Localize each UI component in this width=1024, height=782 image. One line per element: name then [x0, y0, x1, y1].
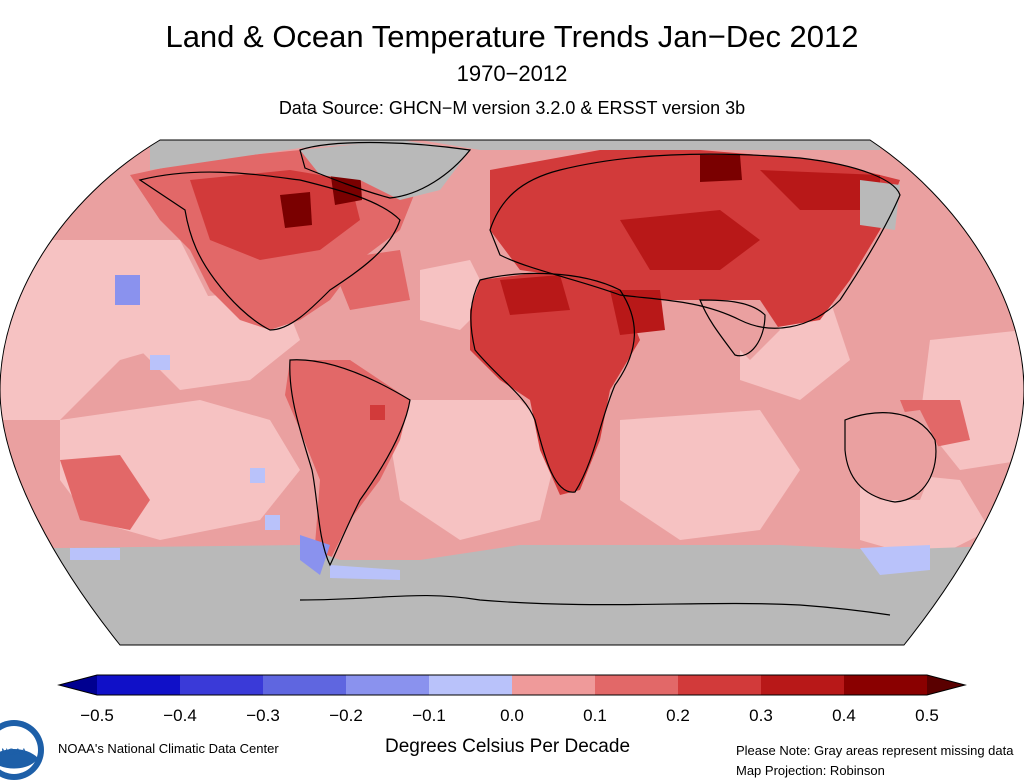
- india-se-asia-warming: [700, 300, 780, 360]
- southern-cooling: [860, 545, 930, 575]
- cooling-patch: [150, 355, 170, 370]
- colorbar-tick-label: −0.1: [412, 706, 446, 725]
- southern-cooling: [330, 565, 400, 580]
- globe-outline: [0, 139, 1024, 646]
- colorbar-tick-label: 0.0: [500, 706, 524, 725]
- very-warm-region: [760, 170, 880, 210]
- colorbar-swatch: [180, 675, 263, 695]
- extreme-warm-region: [280, 192, 312, 228]
- strong-warm-region: [370, 405, 385, 420]
- note-line-2: Map Projection: Robinson: [736, 763, 885, 778]
- cooling-patch: [265, 515, 280, 530]
- units-label: Degrees Celsius Per Decade: [385, 736, 631, 757]
- noaa-logo-text: NOAA: [1, 747, 27, 757]
- colorbar-swatch: [595, 675, 678, 695]
- colorbar: [57, 674, 967, 696]
- world-temperature-trend-map: [0, 139, 1024, 646]
- colorbar-swatch: [97, 675, 180, 695]
- colorbar-tick-label: −0.5: [80, 706, 114, 725]
- southern-cooling: [300, 535, 330, 575]
- colorbar-tick-label: 0.1: [583, 706, 607, 725]
- colorbar-tick-label: 0.4: [832, 706, 856, 725]
- extreme-warm-region: [700, 155, 742, 182]
- australia-warming: [845, 410, 940, 500]
- arctic-missing-data: [150, 140, 880, 170]
- colorbar-swatch: [844, 675, 927, 695]
- colorbar-tick-label: 0.2: [666, 706, 690, 725]
- colorbar-swatch: [678, 675, 761, 695]
- light-warm-region: [0, 240, 210, 420]
- data-source: Data Source: GHCN−M version 3.2.0 & ERSS…: [278, 98, 746, 118]
- cooling-patch: [250, 468, 265, 483]
- colorbar-tick-label: 0.5: [915, 706, 939, 725]
- colorbar-tick-label: −0.4: [163, 706, 197, 725]
- colorbar-border: [57, 674, 967, 696]
- very-warm-region: [610, 290, 665, 335]
- noaa-logo: NOAA: [0, 720, 44, 780]
- colorbar-tick-label: −0.3: [246, 706, 280, 725]
- colorbar-extend-high: [927, 675, 965, 695]
- strong-warm-region: [190, 170, 360, 260]
- colorbar-swatch: [346, 675, 429, 695]
- colorbar-tick-label: −0.2: [329, 706, 363, 725]
- missing-region: [860, 180, 900, 230]
- very-warm-region: [620, 210, 760, 270]
- missing-data-note: Please Note: Gray areas represent missin…: [736, 741, 1013, 781]
- note-line-1: Please Note: Gray areas represent missin…: [736, 743, 1014, 758]
- map-title: Land & Ocean Temperature Trends Jan−Dec …: [165, 19, 859, 54]
- colorbar-swatch: [761, 675, 844, 695]
- map-subtitle: 1970−2012: [456, 61, 568, 86]
- warm-region: [60, 455, 150, 530]
- light-warm-region: [390, 400, 560, 540]
- missing-greenland: [300, 140, 470, 200]
- colorbar-swatch: [429, 675, 512, 695]
- colorbar-tick-label: 0.3: [749, 706, 773, 725]
- colorbar-extend-low: [59, 675, 97, 695]
- antarctica-missing-data: [0, 545, 1024, 645]
- light-warm-region: [620, 410, 800, 540]
- credit: NOAA's National Climatic Data Center: [58, 741, 279, 756]
- cooling-patch: [115, 275, 140, 305]
- colorbar-swatch: [263, 675, 346, 695]
- coastlines: [138, 141, 937, 616]
- colorbar-swatch: [512, 675, 595, 695]
- very-warm-region: [500, 275, 570, 315]
- southern-cooling: [70, 548, 120, 560]
